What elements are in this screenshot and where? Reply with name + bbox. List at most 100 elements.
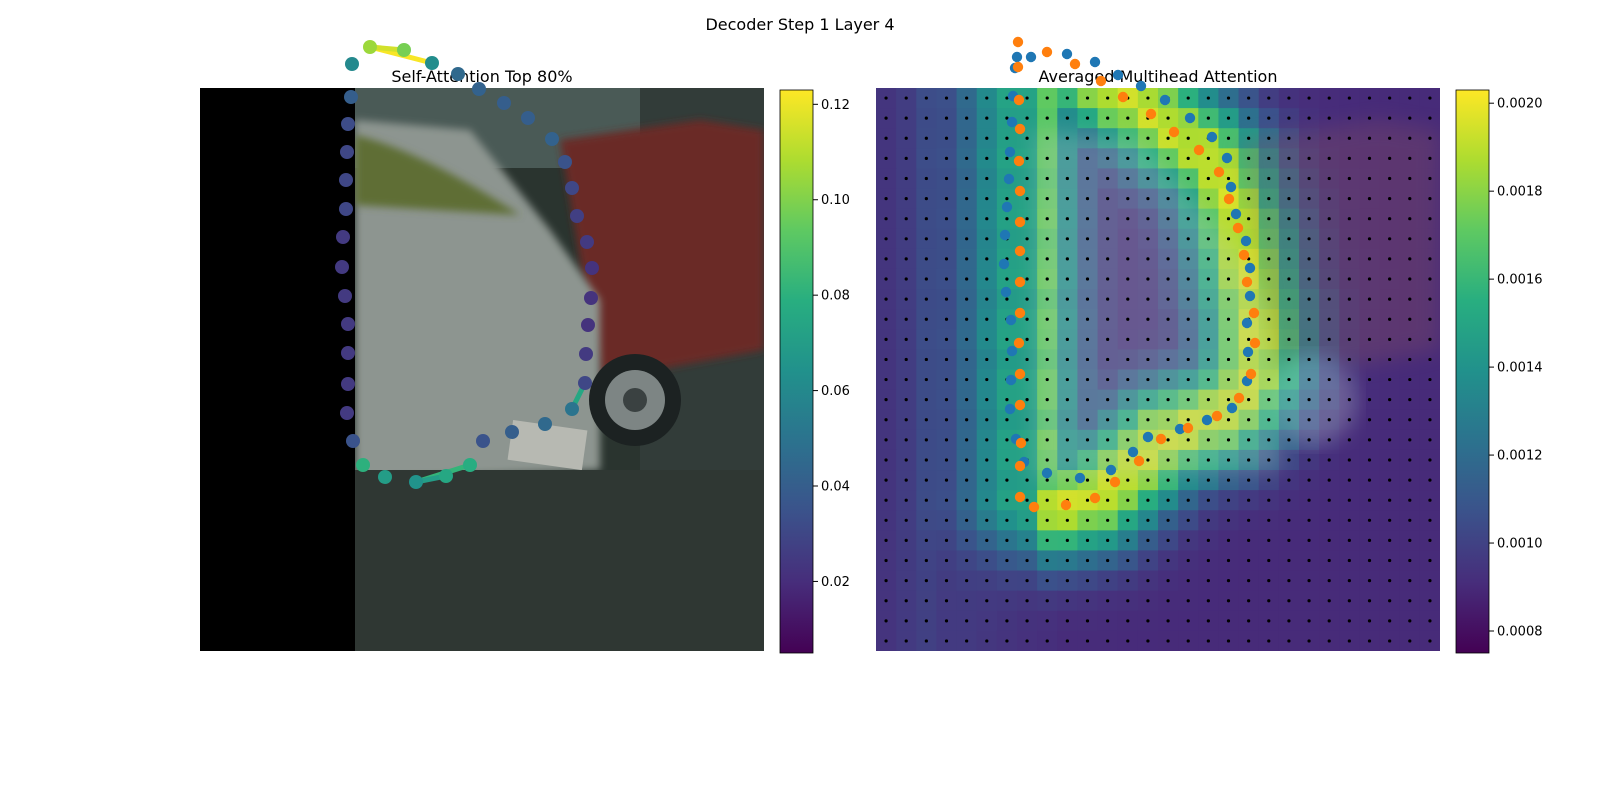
grid-dot xyxy=(1045,237,1049,241)
polygon-vertex xyxy=(1127,446,1139,458)
grid-dot xyxy=(1106,377,1110,382)
grid-dot xyxy=(1025,438,1029,442)
grid-dot xyxy=(985,599,989,603)
grid-dot xyxy=(1005,478,1009,482)
grid-dot xyxy=(1206,156,1210,160)
grid-dot xyxy=(1247,438,1251,442)
grid-dot xyxy=(1367,579,1372,583)
grid-dot xyxy=(1005,498,1009,502)
grid-dot xyxy=(1025,558,1029,563)
grid-dot xyxy=(1166,458,1170,462)
grid-dot xyxy=(1267,156,1271,160)
attention-point xyxy=(451,67,465,81)
grid-dot xyxy=(904,317,908,321)
grid-dot xyxy=(1025,196,1029,201)
grid-dot xyxy=(1206,116,1210,120)
grid-dot xyxy=(1247,498,1251,502)
grid-dot xyxy=(1367,156,1372,160)
polygon-vertex xyxy=(1006,345,1018,357)
attention-point xyxy=(339,202,353,216)
grid-dot xyxy=(1106,257,1110,261)
grid-dot xyxy=(1428,558,1432,563)
grid-dot xyxy=(1408,639,1412,643)
grid-dot xyxy=(1287,237,1291,241)
grid-dot xyxy=(1367,458,1372,462)
grid-dot xyxy=(1327,558,1331,563)
grid-dot xyxy=(1367,357,1372,362)
grid-dot xyxy=(1045,498,1049,502)
grid-dot xyxy=(1226,377,1231,382)
grid-dot xyxy=(1388,599,1392,603)
grid-dot xyxy=(1065,257,1069,261)
grid-dot xyxy=(1186,337,1190,341)
grid-dot xyxy=(1025,498,1029,502)
grid-dot xyxy=(1005,558,1009,563)
grid-dot xyxy=(1428,377,1432,382)
grid-dot xyxy=(1206,398,1210,402)
grid-dot xyxy=(1388,418,1392,422)
grid-dot xyxy=(1166,498,1170,502)
grid-dot xyxy=(1267,438,1271,442)
grid-dot xyxy=(1367,176,1372,181)
grid-dot xyxy=(904,217,908,221)
grid-dot xyxy=(1307,558,1311,563)
grid-dot xyxy=(1367,558,1372,563)
grid-dot xyxy=(1085,458,1090,462)
grid-dot xyxy=(965,518,969,522)
grid-dot xyxy=(1146,619,1150,623)
grid-dot xyxy=(924,639,928,643)
grid-dot xyxy=(1065,96,1069,100)
grid-dot xyxy=(924,317,928,321)
grid-dot xyxy=(1428,418,1432,422)
colorbar-tick-label: 0.02 xyxy=(821,575,850,590)
grid-dot xyxy=(1106,297,1110,301)
grid-dot xyxy=(1307,136,1311,140)
grid-dot xyxy=(1106,538,1110,543)
grid-dot xyxy=(1065,579,1069,583)
grid-dot xyxy=(1085,438,1090,442)
grid-dot xyxy=(1388,176,1392,181)
grid-dot xyxy=(1408,116,1412,120)
grid-dot xyxy=(924,116,928,120)
grid-dot xyxy=(884,96,888,100)
grid-dot xyxy=(1025,538,1029,543)
grid-dot xyxy=(1347,136,1351,140)
grid-dot xyxy=(1428,96,1432,100)
grid-dot xyxy=(1085,176,1090,181)
grid-dot xyxy=(1206,458,1210,462)
grid-dot xyxy=(985,458,989,462)
grid-dot xyxy=(1126,196,1130,201)
grid-dot xyxy=(1428,438,1432,442)
grid-dot xyxy=(1106,217,1110,221)
grid-dot xyxy=(1065,558,1069,563)
grid-dot xyxy=(1327,297,1331,301)
grid-dot xyxy=(1166,639,1170,643)
grid-dot xyxy=(1408,257,1412,261)
grid-dot xyxy=(1226,498,1231,502)
grid-dot xyxy=(1347,579,1351,583)
grid-dot xyxy=(985,478,989,482)
polygon-vertex xyxy=(1155,433,1167,445)
grid-dot xyxy=(1267,377,1271,382)
grid-dot xyxy=(985,558,989,563)
grid-dot xyxy=(1106,418,1110,422)
grid-dot xyxy=(1347,277,1351,281)
grid-dot xyxy=(1045,176,1049,181)
grid-dot xyxy=(1186,478,1190,482)
grid-dot xyxy=(1388,196,1392,201)
grid-dot xyxy=(1025,619,1029,623)
grid-dot xyxy=(1408,518,1412,522)
grid-dot xyxy=(985,518,989,522)
grid-dot xyxy=(1226,619,1231,623)
attention-point xyxy=(565,402,579,416)
grid-dot xyxy=(1085,538,1090,543)
grid-dot xyxy=(1146,558,1150,563)
grid-dot xyxy=(1327,337,1331,341)
grid-dot xyxy=(1367,518,1372,522)
grid-dot xyxy=(884,478,888,482)
grid-dot xyxy=(1126,277,1130,281)
grid-dot xyxy=(1247,558,1251,563)
grid-dot xyxy=(1347,538,1351,543)
grid-dot xyxy=(1005,337,1009,341)
grid-dot xyxy=(1206,377,1210,382)
